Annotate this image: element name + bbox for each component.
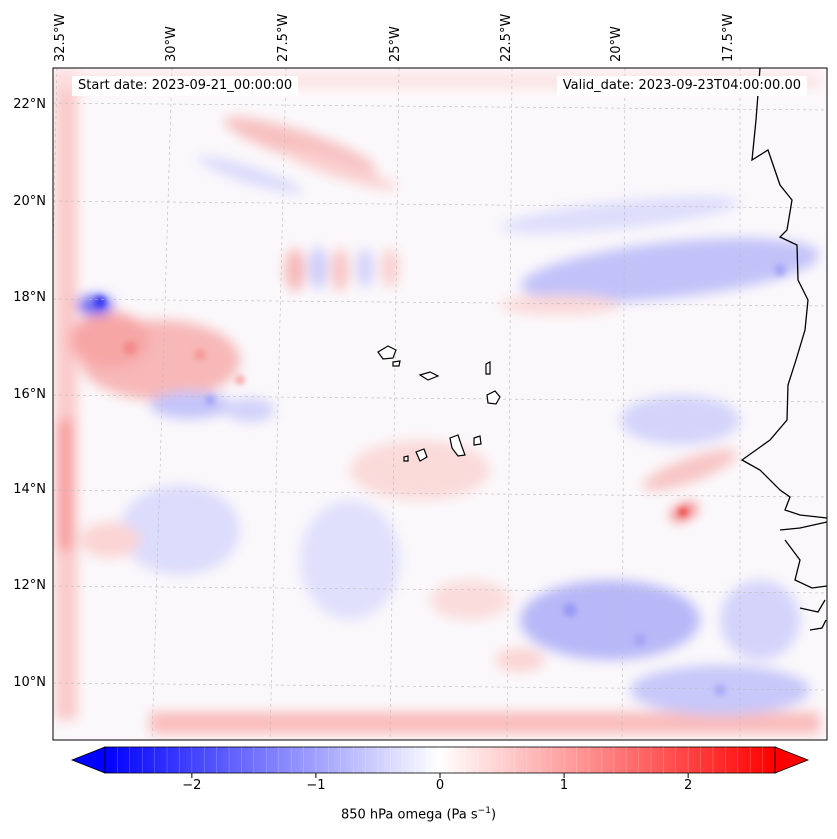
cape-verde-islands <box>377 345 501 462</box>
lon-label-25w: 25°W <box>388 26 403 62</box>
frame-bottom <box>150 712 820 734</box>
map-border <box>52 67 828 741</box>
frame-left-core <box>58 420 72 550</box>
central-red-2 <box>430 580 510 620</box>
island-santo-antao <box>377 345 397 360</box>
colorbar-label: 850 hPa omega (Pa s−1) <box>0 806 837 822</box>
sen-maur-band <box>520 238 820 302</box>
island-boa-vista <box>486 390 501 405</box>
lat-label-22n: 22°N <box>13 97 46 112</box>
southwest-blue <box>120 485 240 575</box>
wave-2 <box>310 246 326 290</box>
lon-label-20w: 20°W <box>609 26 624 62</box>
central-blue <box>300 500 400 620</box>
colorbar-tick-label: 0 <box>435 778 445 793</box>
lon-label-27-5w: 27.5°W <box>276 13 291 62</box>
wave-5 <box>381 248 399 288</box>
coastline <box>740 68 827 631</box>
colorbar-tickmarks <box>117 747 763 778</box>
lon-label-32-5w: 32.5°W <box>53 13 68 62</box>
nw-band-red <box>223 116 377 174</box>
colorbar-tick-label: −2 <box>182 778 202 793</box>
omega-speckle <box>94 264 786 696</box>
lat-label-18n: 18°N <box>13 290 46 305</box>
guinea-blue <box>520 580 700 660</box>
lat-label-14n: 14°N <box>13 482 46 497</box>
colorbar-body <box>104 746 776 774</box>
west-africa-coast <box>740 68 827 519</box>
lat-label-10n: 10°N <box>13 675 46 690</box>
island-sal <box>485 361 491 375</box>
island-brava <box>403 455 409 462</box>
lon-label-30w: 30°W <box>164 26 179 62</box>
lat-label-16n: 16°N <box>13 387 46 402</box>
colorbar-extend-high <box>774 746 810 774</box>
colorbar-tick-label: 1 <box>559 778 569 793</box>
island-fogo <box>415 448 428 462</box>
colorbar <box>70 746 810 778</box>
west-cluster-red-2 <box>70 312 150 368</box>
coast-blue <box>620 395 740 445</box>
lat-label-20n: 20°N <box>13 194 46 209</box>
colorbar-label-text: 850 hPa omega (Pa s <box>340 807 478 823</box>
bissagos <box>799 599 827 631</box>
colorbar-extend-low <box>70 746 106 774</box>
guinea-red <box>495 648 545 672</box>
lon-label-17-5w: 17.5°W <box>721 13 736 62</box>
wave-3 <box>331 248 349 292</box>
guinea-bissau-coast <box>784 539 827 589</box>
wave-4 <box>357 248 373 288</box>
west-cluster-blue-3 <box>225 398 275 422</box>
sen-maur-band-2 <box>500 196 740 234</box>
island-sao-nicolau <box>418 371 440 381</box>
nw-band-blue <box>197 156 303 194</box>
central-red <box>350 440 490 500</box>
colorbar-tick-label: 2 <box>684 778 693 793</box>
omega-field <box>55 70 820 734</box>
valid-date-label: Valid_date: 2023-09-23T04:00:00.00 <box>556 76 807 96</box>
map-panel <box>53 68 827 740</box>
island-santiago <box>449 434 466 457</box>
gambia-red-band <box>642 449 738 491</box>
island-maio <box>473 435 482 446</box>
colorbar-label-exponent: −1 <box>477 806 491 816</box>
start-date-label: Start date: 2023-09-21_00:00:00 <box>72 76 299 96</box>
wave-1 <box>285 248 305 292</box>
colorbar-label-close: ) <box>490 807 497 823</box>
sen-maur-red <box>500 295 620 315</box>
southwest-red <box>80 522 140 558</box>
nw-band-red-2 <box>282 149 398 191</box>
lon-label-22-5w: 22.5°W <box>499 13 514 62</box>
lat-label-12n: 12°N <box>13 578 46 593</box>
gambia-estuary <box>779 521 827 531</box>
colorbar-tick-label: −1 <box>306 778 326 793</box>
gridlines <box>53 68 827 740</box>
island-sao-vicente <box>392 360 401 367</box>
